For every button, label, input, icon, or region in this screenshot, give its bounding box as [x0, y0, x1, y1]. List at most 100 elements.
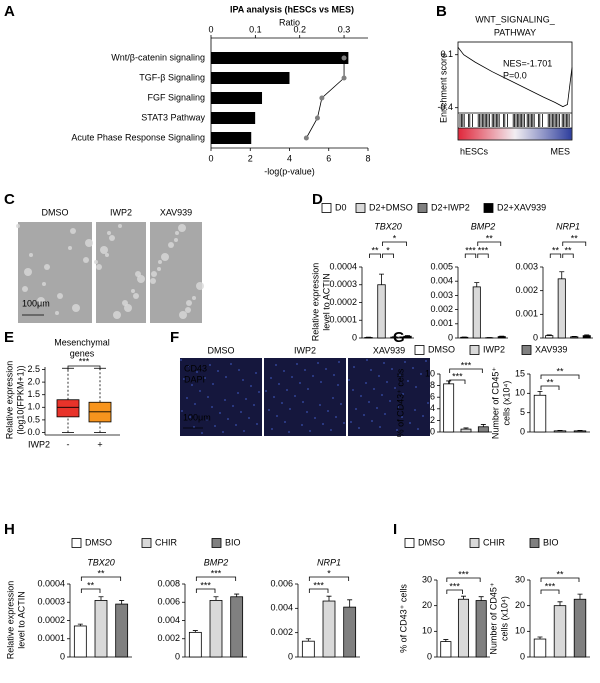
nucleus-texture — [206, 419, 208, 421]
nucleus-texture — [325, 368, 327, 370]
bar — [553, 605, 567, 658]
x-tick-label: 6 — [326, 153, 331, 163]
y-tick-label: 0.004 — [157, 615, 180, 625]
nucleus-texture — [284, 421, 286, 423]
nucleus-texture — [350, 421, 352, 423]
x-tick-label: - — [67, 439, 70, 449]
nucleus-texture — [294, 395, 296, 397]
y-tick-label: 0 — [175, 651, 180, 661]
cell-texture — [131, 289, 135, 293]
cell-texture — [158, 260, 162, 264]
y-tick-label: 0 — [448, 332, 453, 342]
nucleus-texture — [273, 396, 275, 398]
significance-bracket — [80, 576, 122, 581]
nucleus-texture — [232, 405, 234, 407]
y-tick-label: 0.0002 — [37, 615, 65, 625]
micrograph — [180, 358, 262, 436]
nucleus-texture — [268, 409, 270, 411]
category-label: Wnt/β-catenin signaling — [111, 52, 205, 62]
nucleus-texture — [384, 413, 386, 415]
bar — [343, 606, 357, 658]
nucleus-texture — [407, 380, 409, 382]
significance-label: ** — [564, 245, 572, 255]
nucleus-texture — [242, 379, 244, 381]
nucleus-texture — [217, 370, 219, 372]
cell-texture — [100, 246, 108, 254]
y-tick-label: 6 — [430, 392, 435, 402]
category-label: TGF-β Signaling — [139, 72, 205, 82]
significance-label: *** — [545, 581, 556, 591]
cell-texture — [55, 311, 59, 315]
axis-title: Number of CD45⁺ — [488, 582, 498, 655]
nucleus-texture — [327, 410, 329, 412]
y-tick-label: -0.4 — [437, 102, 453, 112]
nucleus-texture — [368, 401, 370, 403]
scale-label: 100μm — [183, 412, 211, 422]
cell-texture — [118, 224, 122, 228]
error-bar — [559, 271, 565, 279]
axis-title: Number of CD45⁺ — [490, 367, 500, 440]
axis-title: Relative expression — [5, 581, 15, 660]
condition-label: XAV939 — [160, 207, 192, 217]
significance-bracket — [477, 253, 489, 258]
nucleus-texture — [224, 399, 226, 401]
chart-title: WNT_SIGNALING_ — [475, 14, 556, 24]
legend-label: IWP2 — [483, 344, 505, 354]
y-tick-label: 20 — [422, 600, 432, 610]
cell-texture — [96, 264, 102, 270]
cell-texture — [185, 307, 191, 313]
bar — [457, 598, 470, 658]
x-tick-label: 0 — [208, 153, 213, 163]
nucleus-texture — [240, 411, 242, 413]
nucleus-texture — [401, 416, 403, 418]
error-bar — [77, 623, 83, 626]
gene-title: NRP1 — [317, 557, 341, 567]
y-tick-label: 0.002 — [515, 285, 538, 295]
legend-swatch — [417, 203, 428, 213]
bar — [533, 394, 547, 433]
x-tick-label: 4 — [287, 153, 292, 163]
legend-swatch — [141, 538, 152, 548]
nucleus-texture — [389, 400, 391, 402]
error-bar — [347, 599, 353, 608]
bar — [322, 600, 336, 658]
nucleus-texture — [204, 377, 206, 379]
error-bar — [326, 595, 332, 602]
x2-tick-label: 0 — [208, 24, 213, 34]
y-tick-label: 0 — [533, 332, 538, 342]
y-tick-label: 0.003 — [430, 290, 453, 300]
nucleus-texture — [207, 396, 209, 398]
significance-bracket — [540, 577, 580, 582]
y-tick-label: 0.004 — [270, 603, 293, 613]
bar — [573, 598, 587, 658]
condition-label: DMSO — [42, 207, 69, 217]
bar — [211, 92, 263, 104]
axis-title: % of CD43⁺ cells — [398, 584, 408, 653]
nucleus-texture — [402, 393, 404, 395]
rank-gradient — [458, 128, 572, 140]
bar — [460, 428, 472, 433]
error-bar — [213, 596, 219, 601]
nucleus-texture — [412, 367, 414, 369]
micrograph — [348, 358, 430, 436]
nucleus-texture — [235, 424, 237, 426]
panel-label: I — [393, 521, 397, 538]
legend-label: DMSO — [428, 344, 455, 354]
cell-texture — [44, 264, 50, 270]
y-tick-label: 0.002 — [270, 627, 293, 637]
nucleus-texture — [238, 369, 240, 371]
cell-texture — [29, 253, 33, 257]
nucleus-texture — [258, 391, 260, 393]
significance-label: ** — [571, 233, 579, 243]
legend-label: D2+IWP2 — [431, 202, 470, 212]
nucleus-texture — [212, 383, 214, 385]
nucleus-texture — [209, 364, 211, 366]
nucleus-texture — [335, 416, 337, 418]
legend-swatch — [71, 538, 82, 548]
bar — [209, 600, 223, 658]
legend-swatch — [469, 345, 480, 355]
error-bar — [463, 427, 469, 430]
error-bar — [557, 601, 563, 606]
bar — [573, 430, 587, 433]
significance-label: *** — [449, 581, 460, 591]
